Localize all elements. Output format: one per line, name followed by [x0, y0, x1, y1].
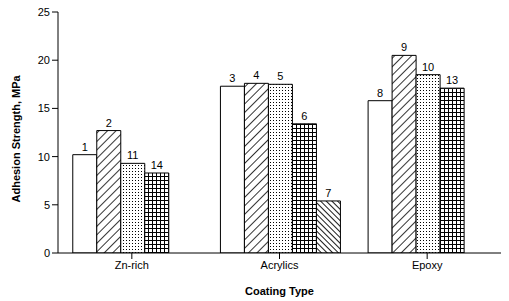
- svg-text:25: 25: [38, 6, 50, 18]
- svg-text:9: 9: [401, 41, 407, 53]
- svg-text:Coating Type: Coating Type: [245, 285, 314, 297]
- svg-text:20: 20: [38, 54, 50, 66]
- svg-text:Epoxy: Epoxy: [412, 259, 443, 271]
- svg-text:Adhesion Strength, MPa: Adhesion Strength, MPa: [10, 75, 22, 203]
- svg-text:1: 1: [82, 141, 88, 153]
- svg-text:Zn-rich: Zn-rich: [115, 259, 149, 271]
- svg-text:14: 14: [151, 159, 163, 171]
- svg-text:8: 8: [377, 87, 383, 99]
- svg-text:15: 15: [38, 102, 50, 114]
- svg-text:4: 4: [253, 69, 259, 81]
- svg-text:5: 5: [277, 70, 283, 82]
- svg-text:Acrylics: Acrylics: [261, 259, 299, 271]
- svg-text:13: 13: [446, 74, 458, 86]
- svg-text:10: 10: [422, 61, 434, 73]
- svg-text:7: 7: [325, 187, 331, 199]
- svg-text:3: 3: [229, 72, 235, 84]
- svg-text:10: 10: [38, 151, 50, 163]
- svg-text:5: 5: [44, 199, 50, 211]
- svg-text:11: 11: [127, 149, 138, 161]
- svg-text:0: 0: [44, 247, 50, 259]
- svg-text:2: 2: [106, 117, 112, 129]
- svg-text:6: 6: [301, 110, 307, 122]
